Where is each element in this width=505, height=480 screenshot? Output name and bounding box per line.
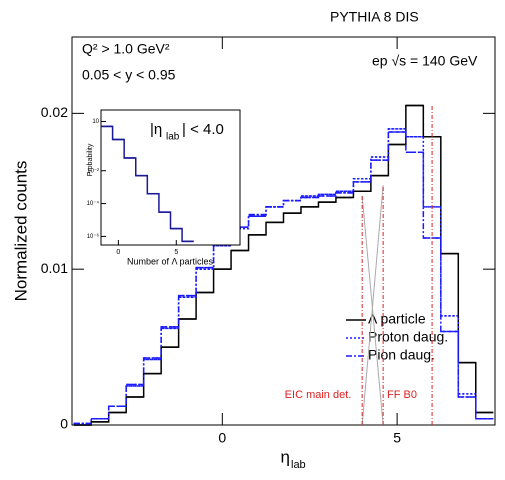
legend-label: Proton daug. [368, 329, 448, 345]
header: PYTHIA 8 DIS [330, 9, 419, 25]
region-label: EIC main det. [285, 389, 352, 401]
plot-frame [71, 36, 496, 426]
inset-title: |η [150, 121, 162, 138]
y-tick-label: 0 [60, 416, 68, 432]
legend-label: Pion daug. [368, 347, 435, 363]
inset-y-tick-label: 10 [92, 119, 99, 125]
legend-label: Λ particle [368, 311, 426, 327]
step-connector [73, 104, 494, 426]
x-tick-label: 5 [393, 430, 401, 446]
inset-x-label: Number of Λ particles [127, 256, 214, 266]
annotation: 0.05 < y < 0.95 [82, 67, 176, 83]
y-tick-label: 0.02 [41, 104, 68, 120]
inset-title-end: | < 4.0 [182, 121, 224, 138]
inset-y-tick-label: 10⁻⁴ [87, 200, 100, 207]
region-label: FF B0 [387, 389, 417, 401]
x-tick-label: 0 [218, 430, 226, 446]
annotation: ep √s = 140 GeV [372, 53, 478, 69]
inset-title-sub: lab [166, 132, 180, 143]
inset-y-tick-label: 10⁻⁶ [87, 233, 100, 240]
step-connector [73, 131, 494, 425]
x-axis-label-sub: lab [291, 459, 306, 471]
y-tick-label: 0.01 [41, 260, 68, 276]
annotation: Q² > 1.0 GeV² [82, 41, 170, 57]
region-cross [361, 184, 384, 426]
inset-x-tick-label: 5 [174, 249, 178, 256]
inset-y-label: Probability [87, 143, 94, 176]
x-axis-label: η [281, 447, 290, 466]
inset-x-tick-label: 0 [116, 249, 120, 256]
y-axis-label: Normalized counts [11, 161, 30, 302]
inset-y-tick-label: 10⁻² [87, 168, 99, 174]
